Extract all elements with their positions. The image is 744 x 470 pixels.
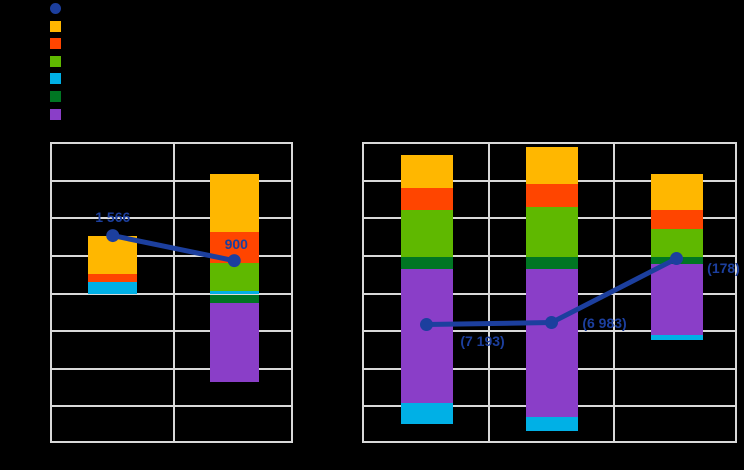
bar-segment-purple <box>525 269 578 418</box>
bar-segment-purple <box>650 264 703 335</box>
gridline-horizontal <box>52 330 291 333</box>
trend-line-layer <box>420 252 683 332</box>
series-5-marker <box>50 90 61 102</box>
bar-segment-green <box>400 210 453 257</box>
trend-point-marker <box>420 318 433 332</box>
legend-item <box>50 108 61 120</box>
bar-segment-amber <box>525 147 578 184</box>
bar-segment-amber <box>400 155 453 189</box>
bar-segment-green <box>209 263 259 291</box>
bar-segment-cyan <box>525 417 578 431</box>
data-label: (6 983) <box>582 314 627 331</box>
bar-segment-darkgreen <box>525 256 578 270</box>
bar-segment-purple <box>400 268 453 403</box>
data-label: (178) <box>707 259 740 276</box>
gridline-horizontal <box>52 367 291 370</box>
gridline-horizontal <box>52 292 291 295</box>
gridline-horizontal <box>52 254 291 257</box>
series-4-marker <box>50 73 61 85</box>
bar-segment-darkgreen <box>209 294 259 303</box>
bar-segment-cyan <box>400 402 453 424</box>
bar-segment-cyan <box>88 282 138 295</box>
bar-segment-amber <box>650 173 703 211</box>
bar-segment-orangered <box>525 183 578 207</box>
trend-line-layer <box>106 229 241 268</box>
bar-segment-orangered <box>650 210 703 229</box>
legend-item <box>50 38 61 50</box>
gridline-horizontal <box>52 179 291 182</box>
bar-segment-green <box>525 207 578 257</box>
trend-point-marker <box>670 252 683 266</box>
left-chart-panel: 1 566 900 <box>50 142 293 443</box>
bar-segment-amber <box>209 174 259 233</box>
legend <box>50 3 61 120</box>
data-label: (7 193) <box>460 332 505 349</box>
legend-item <box>50 73 61 85</box>
bar-segment-orangered <box>400 188 453 211</box>
right-chart-panel: (7 193) (6 983) (178) <box>362 142 740 443</box>
line-series-marker <box>50 3 61 14</box>
trend-point-marker <box>106 229 120 243</box>
legend-item <box>50 90 61 102</box>
gridline-horizontal <box>52 217 291 220</box>
series-2-marker <box>50 38 61 50</box>
series-6-marker <box>50 108 61 120</box>
gridline-horizontal <box>52 405 291 408</box>
gridline-vertical <box>488 144 490 441</box>
trend-line <box>424 256 679 328</box>
bar-segment-orangered <box>88 273 138 283</box>
legend-item <box>50 55 61 67</box>
legend-item <box>50 20 61 32</box>
data-label: 1 566 <box>95 208 131 225</box>
bar-segment-cyan <box>209 290 259 295</box>
series-1-marker <box>50 20 61 32</box>
legend-item <box>50 3 61 14</box>
trend-point-marker <box>227 254 241 268</box>
bar-segment-cyan <box>650 334 703 340</box>
bar-segment-purple <box>209 302 259 382</box>
data-label: 900 <box>224 235 248 252</box>
trend-line <box>110 233 237 264</box>
series-3-marker <box>50 55 61 67</box>
bar-segment-darkgreen <box>400 256 453 269</box>
trend-point-marker <box>545 316 558 330</box>
gridline-vertical <box>172 144 175 441</box>
